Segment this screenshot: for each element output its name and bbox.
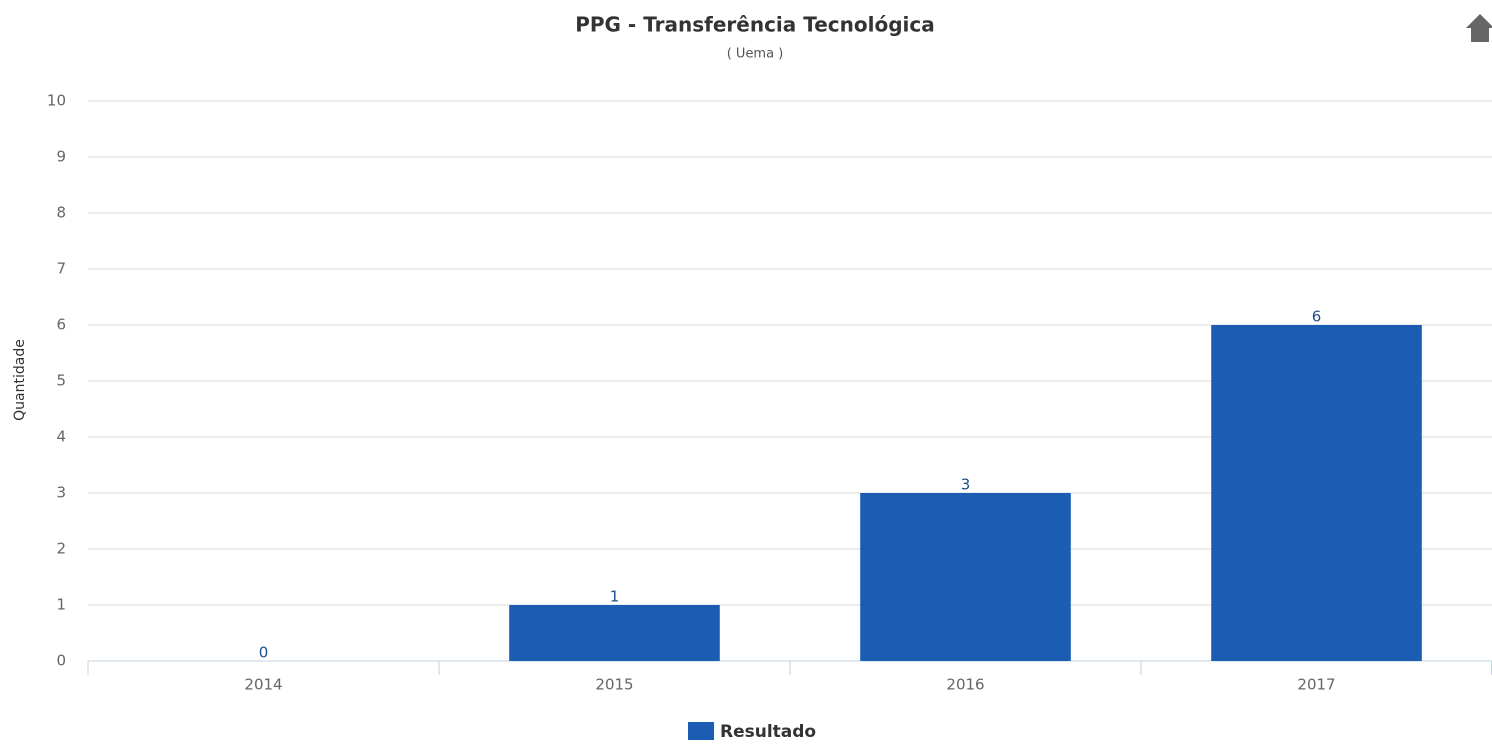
- bar: [860, 493, 1071, 661]
- x-tick-label: 2017: [1297, 676, 1335, 694]
- x-tick-label: 2016: [946, 676, 984, 694]
- y-tick-label: 2: [56, 540, 66, 558]
- data-label: 3: [961, 476, 971, 494]
- home-button[interactable]: [1466, 14, 1492, 42]
- legend-label: Resultado: [720, 722, 816, 741]
- data-label: 6: [1312, 308, 1322, 326]
- y-tick-label: 6: [56, 316, 66, 334]
- bar: [1211, 325, 1422, 661]
- x-tick-label: 2014: [244, 676, 282, 694]
- data-label: 0: [259, 644, 269, 662]
- y-tick-label: 7: [56, 260, 66, 278]
- y-tick-label: 1: [56, 596, 66, 614]
- y-axis-title: Quantidade: [12, 339, 28, 421]
- y-tick-label: 3: [56, 484, 66, 502]
- x-tick-label: 2015: [595, 676, 633, 694]
- data-label: 1: [610, 588, 620, 606]
- chart-title: PPG - Transferência Tecnológica: [575, 13, 935, 37]
- y-tick-label: 5: [56, 372, 66, 390]
- home-icon[interactable]: [1466, 14, 1492, 42]
- y-tick-label: 0: [56, 652, 66, 670]
- y-tick-label: 9: [56, 148, 66, 166]
- y-tick-label: 8: [56, 204, 66, 222]
- legend-swatch: [688, 722, 714, 740]
- y-tick-label: 4: [56, 428, 66, 446]
- bar: [509, 605, 720, 661]
- y-tick-label: 10: [47, 92, 66, 110]
- chart-subtitle: ( Uema ): [727, 47, 784, 62]
